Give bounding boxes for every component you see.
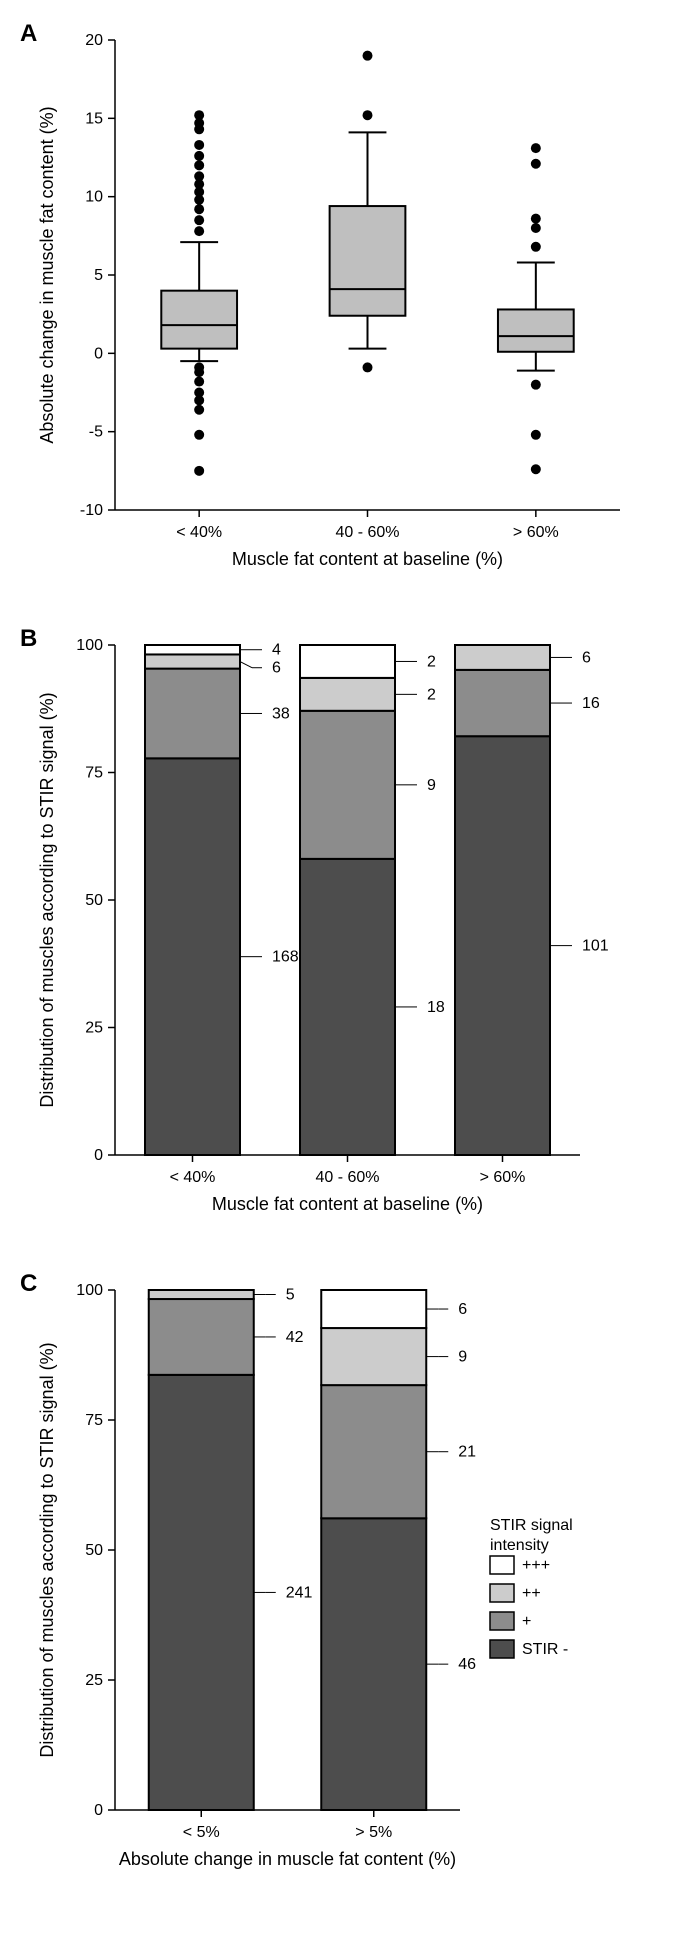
panel-a-chart: -10 -5 0 5 10 15 20 < 40% 40 - 60% > 60% Muscle fa… [20,20,660,580]
svg-text:+: + [522,1613,531,1630]
svg-text:0: 0 [94,1802,103,1819]
svg-text:100: 100 [76,637,103,654]
svg-text:+++: +++ [522,1557,550,1574]
svg-text:-10: -10 [80,502,103,519]
svg-text:-5: -5 [89,424,103,441]
svg-text:25: 25 [85,1672,103,1689]
svg-text:50: 50 [85,1542,103,1559]
svg-text:10: 10 [85,189,103,206]
svg-text:168: 168 [272,949,299,966]
panel-b-label: B [20,625,37,653]
svg-text:STIR signal: STIR signal [490,1517,573,1534]
svg-text:0: 0 [94,1147,103,1164]
svg-text:50: 50 [85,892,103,909]
svg-text:Distribution of muscles accord: Distribution of muscles according to STI… [37,692,57,1107]
svg-text:241: 241 [286,1584,313,1601]
svg-text:0: 0 [94,345,103,362]
svg-text:25: 25 [85,1020,103,1037]
svg-text:15: 15 [85,110,103,127]
svg-text:Absolute change in muscle fat: Absolute change in muscle fat content (%… [119,1849,456,1869]
svg-text:STIR -: STIR - [522,1641,568,1658]
svg-text:> 60%: > 60% [480,1169,526,1186]
svg-text:Distribution of muscles accord: Distribution of muscles according to STI… [37,1342,57,1757]
svg-text:< 40%: < 40% [176,524,222,541]
svg-text:< 40%: < 40% [170,1169,216,1186]
svg-text:40 - 60%: 40 - 60% [335,524,399,541]
svg-text:6: 6 [582,649,591,666]
svg-text:5: 5 [286,1287,295,1304]
svg-text:4: 4 [272,642,281,659]
svg-text:46: 46 [458,1656,476,1673]
svg-text:16: 16 [582,695,600,712]
svg-text:6: 6 [458,1301,467,1318]
svg-text:2: 2 [427,653,436,670]
svg-text:101: 101 [582,938,609,955]
svg-text:9: 9 [427,777,436,794]
svg-text:40 - 60%: 40 - 60% [315,1169,379,1186]
panel-a-label: A [20,20,37,48]
svg-text:< 5%: < 5% [183,1824,220,1841]
svg-text:5: 5 [94,267,103,284]
svg-text:75: 75 [85,765,103,782]
panel-c-chart: 0 25 50 75 100 < 5% > 5% Absolute change in mus… [20,1270,660,1880]
svg-text:6: 6 [272,660,281,677]
svg-text:21: 21 [458,1444,476,1461]
svg-text:42: 42 [286,1329,304,1346]
svg-text:Absolute change in muscle fat: Absolute change in muscle fat content (%… [37,106,57,443]
svg-text:100: 100 [76,1282,103,1299]
svg-text:Muscle fat content at baseline: Muscle fat content at baseline (%) [232,549,503,569]
svg-text:9: 9 [458,1349,467,1366]
panel-b-chart: 0 25 50 75 100 < 40% 40 - 60% > 60% Muscle fat c… [20,625,660,1225]
svg-text:intensity: intensity [490,1537,549,1554]
panel-c: C 0 25 50 75 100 < 5% > 5% Absolute change in m… [20,1270,685,1885]
svg-text:75: 75 [85,1412,103,1429]
svg-text:Muscle fat content at baseline: Muscle fat content at baseline (%) [212,1194,483,1214]
panel-a: A -10 -5 0 5 10 15 20 < 40% 40 - 60% > 60% Muscle … [20,20,685,585]
svg-text:2: 2 [427,686,436,703]
svg-text:> 60%: > 60% [513,524,559,541]
svg-text:++: ++ [522,1585,541,1602]
svg-text:> 5%: > 5% [355,1824,392,1841]
panel-b: B 0 25 50 75 100 < 40% 40 - 60% > 60% Muscle fat… [20,625,685,1230]
panel-c-label: C [20,1270,37,1298]
svg-text:38: 38 [272,705,290,722]
svg-text:20: 20 [85,32,103,49]
svg-text:18: 18 [427,999,445,1016]
